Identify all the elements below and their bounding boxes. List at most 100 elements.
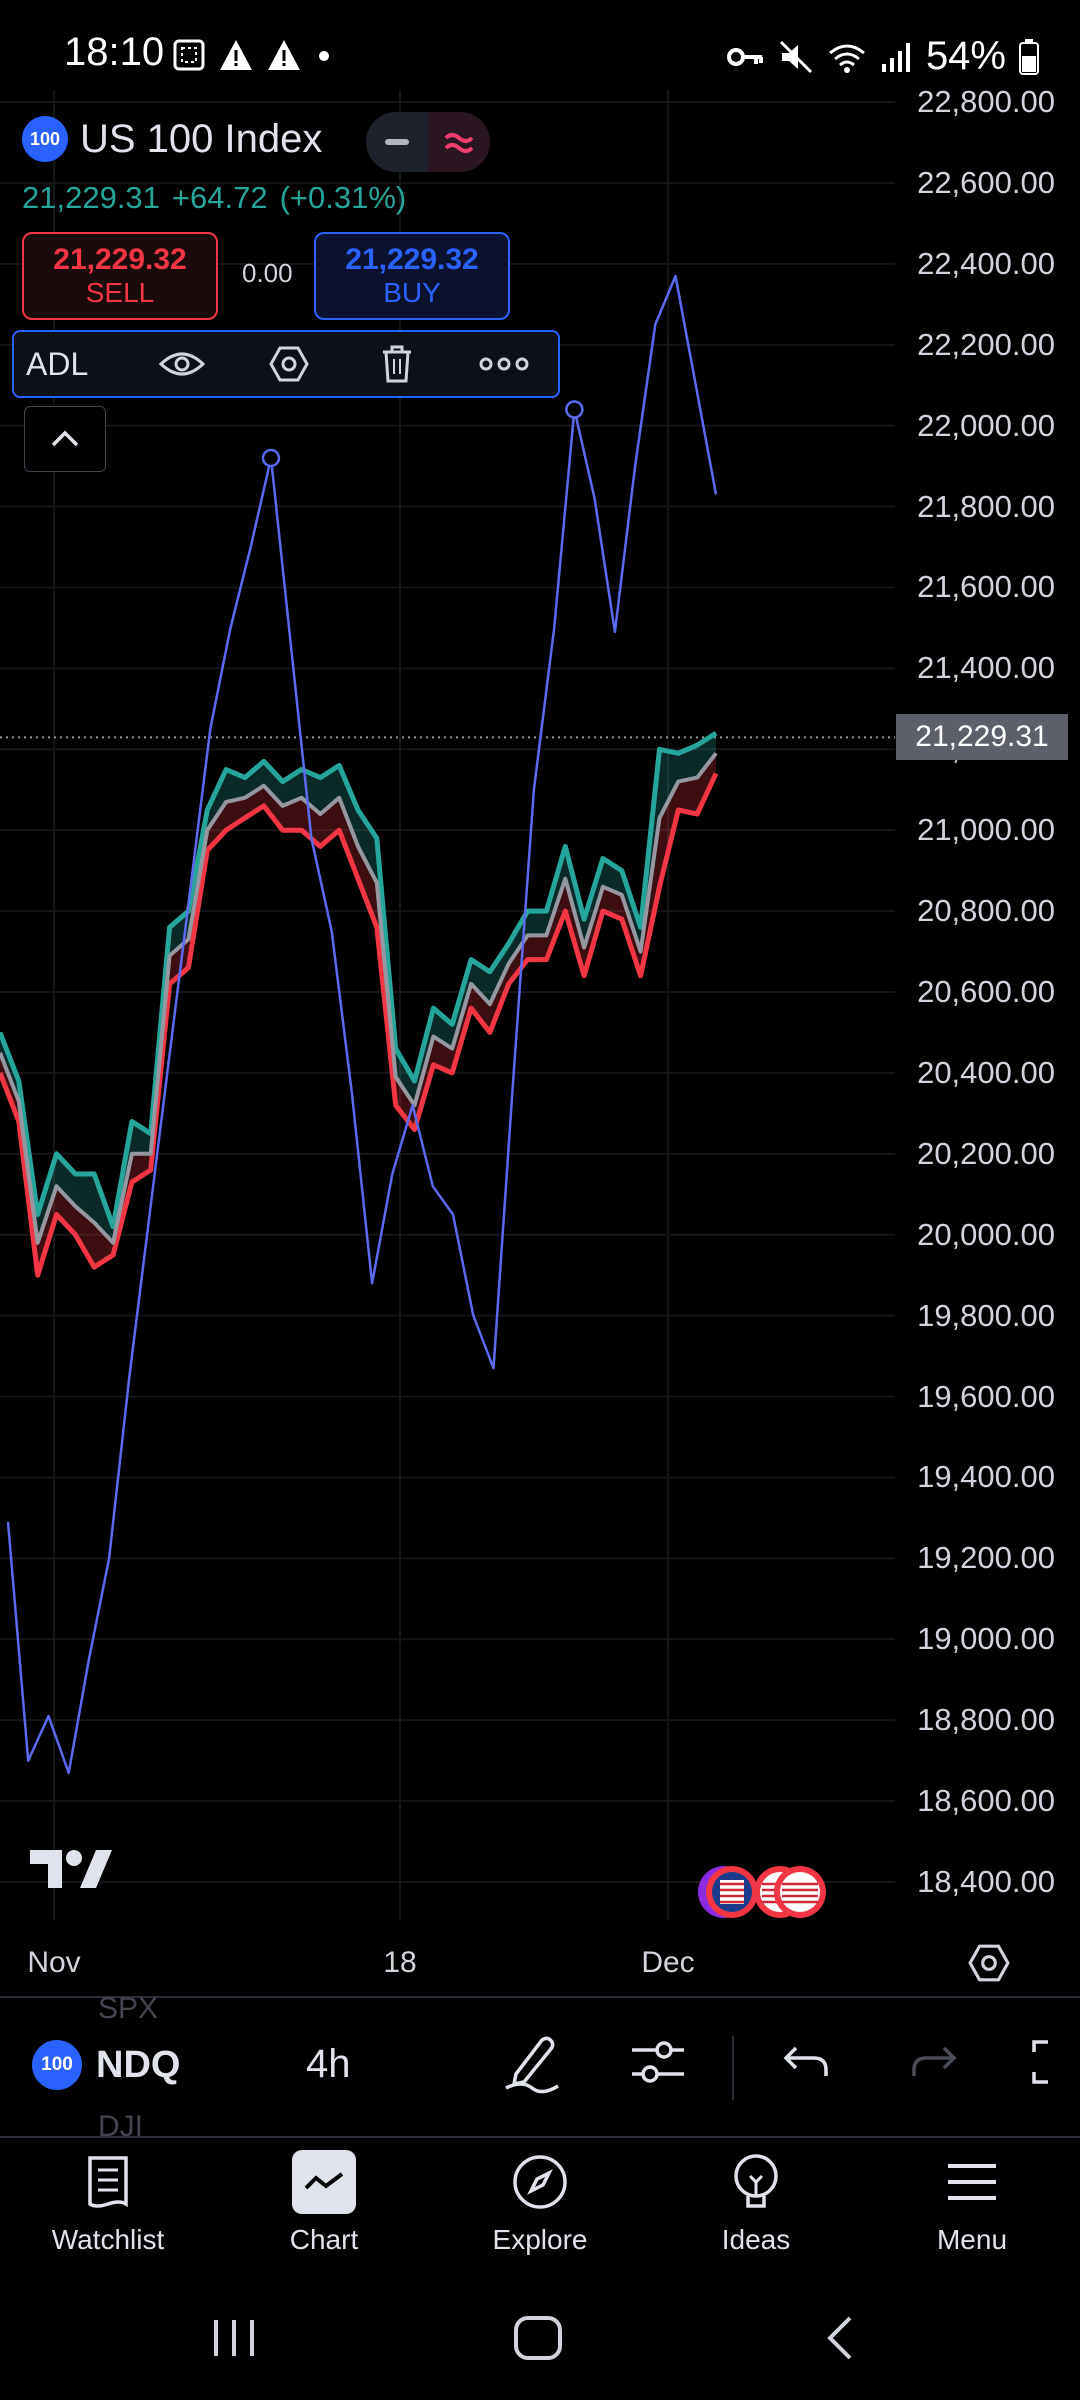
warning-icon [220, 40, 252, 70]
y-tick-label: 20,600.00 [917, 974, 1055, 1009]
sell-label: SELL [85, 277, 155, 308]
nav-chart[interactable]: Chart [224, 2150, 424, 2256]
fullscreen-button[interactable] [1030, 2030, 1070, 2099]
adl-marker[interactable] [261, 448, 281, 468]
fullscreen-icon [1032, 2040, 1048, 2084]
x-tick-label: Nov [27, 1946, 81, 1979]
symbol-name[interactable]: US 100 Index [80, 116, 323, 161]
y-tick-label: 20,000.00 [917, 1216, 1055, 1252]
redo-button[interactable] [908, 2030, 960, 2099]
price-summary: 21,229.31 +64.72 (+0.31%) [22, 180, 418, 216]
menu-icon [940, 2150, 1004, 2214]
y-tick-label: 22,600.00 [917, 164, 1055, 200]
minimize-button[interactable] [366, 112, 428, 172]
undo-button[interactable] [780, 2030, 832, 2099]
symbol-controls[interactable] [366, 112, 490, 172]
y-tick-label: 20,400.00 [917, 1054, 1055, 1090]
price-change-pct: (+0.31%) [279, 180, 407, 215]
y-tick-label: 18,800.00 [917, 1702, 1055, 1738]
settings-hex-icon [269, 346, 309, 382]
more-button[interactable] [451, 332, 559, 396]
series-line-mid[interactable] [0, 752, 718, 1245]
symbol-header[interactable]: 100 US 100 Index [22, 116, 322, 162]
chart-area[interactable] [0, 90, 1080, 1970]
redo-icon [912, 2046, 957, 2076]
symbol-switcher[interactable]: SPX 100 NDQ DJI [32, 1992, 181, 2143]
vpn-key-icon [726, 47, 763, 66]
interval-button[interactable]: 4h [306, 2042, 351, 2086]
compare-button[interactable] [428, 112, 490, 172]
y-tick-label: 21,000.00 [917, 812, 1055, 848]
adl-marker[interactable] [565, 400, 584, 419]
indicator-label[interactable]: ADL [26, 345, 89, 382]
nav-label: Watchlist [51, 2224, 165, 2255]
battery-icon [1019, 38, 1039, 75]
minus-icon [385, 139, 409, 145]
y-tick-label: 22,400.00 [917, 245, 1055, 281]
indicators-button[interactable] [628, 2030, 688, 2099]
lightbulb-icon [724, 2150, 788, 2214]
band-fill-upper [0, 733, 716, 1243]
status-icons-right: 54% [726, 34, 1040, 79]
symbol-option-above[interactable]: SPX [98, 1992, 159, 2025]
y-tick-label: 21,600.00 [917, 569, 1055, 605]
compass-icon [508, 2150, 572, 2214]
symbol-badge: 100 [32, 2040, 82, 2090]
back-button[interactable] [814, 2310, 870, 2371]
sell-button[interactable]: 21,229.32 SELL [22, 232, 218, 320]
tradingview-logo [30, 1850, 112, 1888]
status-icons-left [172, 38, 334, 72]
current-price-label: 21,229.31 [896, 714, 1068, 761]
recents-button[interactable] [206, 2310, 262, 2371]
indicator-settings-button[interactable] [235, 332, 343, 396]
nav-explore[interactable]: Explore [440, 2150, 640, 2256]
divider [0, 1996, 1080, 1998]
wifi-icon [828, 44, 865, 73]
nav-label: Ideas [721, 2224, 791, 2255]
drawing-tools-button[interactable] [502, 2030, 562, 2099]
current-symbol[interactable]: NDQ [96, 2043, 181, 2086]
y-tick-label: 22,800.00 [917, 84, 1055, 119]
series-line-upper[interactable] [0, 730, 718, 1230]
symbol-option-below[interactable]: DJI [98, 2110, 143, 2143]
collapse-legend-button[interactable] [24, 406, 106, 472]
nav-label: Explore [492, 2224, 588, 2255]
chart-settings-button[interactable] [968, 1942, 1010, 1989]
x-tick-label: 18 [383, 1946, 417, 1979]
screenshot-icon [173, 39, 205, 71]
watchlist-icon [76, 2150, 140, 2214]
bottom-toolbar: SPX 100 NDQ DJI 4h [0, 1992, 1080, 2143]
y-tick-label: 18,600.00 [917, 1783, 1055, 1819]
y-tick-label: 18,400.00 [917, 1864, 1055, 1899]
eye-icon [158, 352, 205, 376]
nav-label: Menu [936, 2224, 1008, 2255]
buy-label: BUY [383, 277, 441, 308]
home-button[interactable] [510, 2310, 566, 2371]
warning-icon [268, 40, 300, 70]
divider [0, 2136, 1080, 2138]
home-icon [514, 2316, 562, 2360]
pencil-icon [505, 2036, 559, 2094]
sell-price: 21,229.32 [53, 243, 187, 276]
remove-indicator-button[interactable] [343, 332, 451, 396]
nav-watchlist[interactable]: Watchlist [8, 2150, 208, 2256]
system-nav [0, 2280, 1080, 2400]
series-line-lower[interactable] [0, 772, 719, 1278]
status-bar: 18:10 54% [0, 0, 1080, 110]
settings-hex-icon [968, 1944, 1010, 1982]
trash-icon [382, 345, 411, 383]
y-tick-label: 19,400.00 [917, 1459, 1055, 1495]
indicator-toolbar[interactable]: ADL [12, 330, 560, 398]
nav-label: Chart [289, 2224, 359, 2255]
y-tick-label: 20,200.00 [917, 1135, 1055, 1171]
battery-percent: 54% [925, 34, 1006, 78]
nav-ideas[interactable]: Ideas [656, 2150, 856, 2256]
chevron-up-icon [51, 430, 79, 447]
chart-plot[interactable] [0, 90, 1080, 1970]
series-line-adl[interactable] [6, 274, 718, 1775]
visibility-button[interactable] [128, 332, 236, 396]
y-tick-label: 21,400.00 [917, 650, 1055, 686]
nav-menu[interactable]: Menu [872, 2150, 1072, 2256]
events-flags[interactable] [690, 1862, 830, 1926]
buy-button[interactable]: 21,229.32 BUY [314, 232, 510, 320]
